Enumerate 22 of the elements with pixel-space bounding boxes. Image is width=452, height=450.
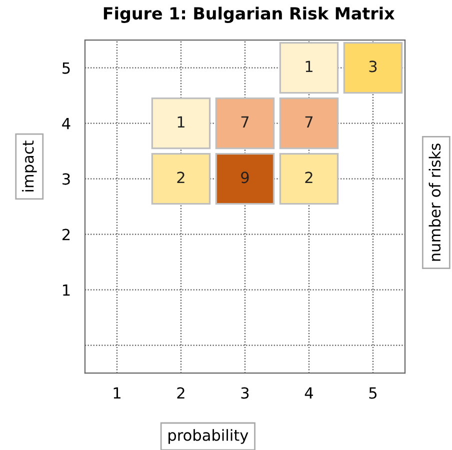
y-axis-title: impact	[22, 140, 37, 192]
data-label: 9	[241, 172, 249, 184]
y-tick-label: 4	[62, 118, 70, 130]
data-label: 7	[305, 116, 313, 128]
y-tick-label: 3	[62, 173, 70, 185]
x-tick-label: 3	[241, 387, 249, 399]
chart-title: Figure 1: Bulgarian Risk Matrix	[104, 6, 395, 24]
x-tick-label: 2	[177, 387, 184, 399]
data-label: 1	[178, 116, 184, 128]
x-tick-label: 1	[114, 387, 120, 399]
y-tick-label: 2	[62, 228, 70, 240]
data-label: 7	[241, 116, 249, 128]
data-label: 3	[369, 60, 377, 72]
data-label: 2	[305, 172, 312, 184]
data-label: 2	[177, 172, 184, 184]
x-tick-label: 4	[304, 387, 313, 399]
color-bar-title: number of risks	[428, 144, 441, 261]
x-axis-title: probability	[168, 429, 248, 444]
x-tick-label: 5	[369, 387, 377, 399]
data-label: 1	[306, 60, 312, 72]
y-tick-label: 1	[63, 284, 70, 296]
y-tick-label: 5	[62, 62, 70, 74]
